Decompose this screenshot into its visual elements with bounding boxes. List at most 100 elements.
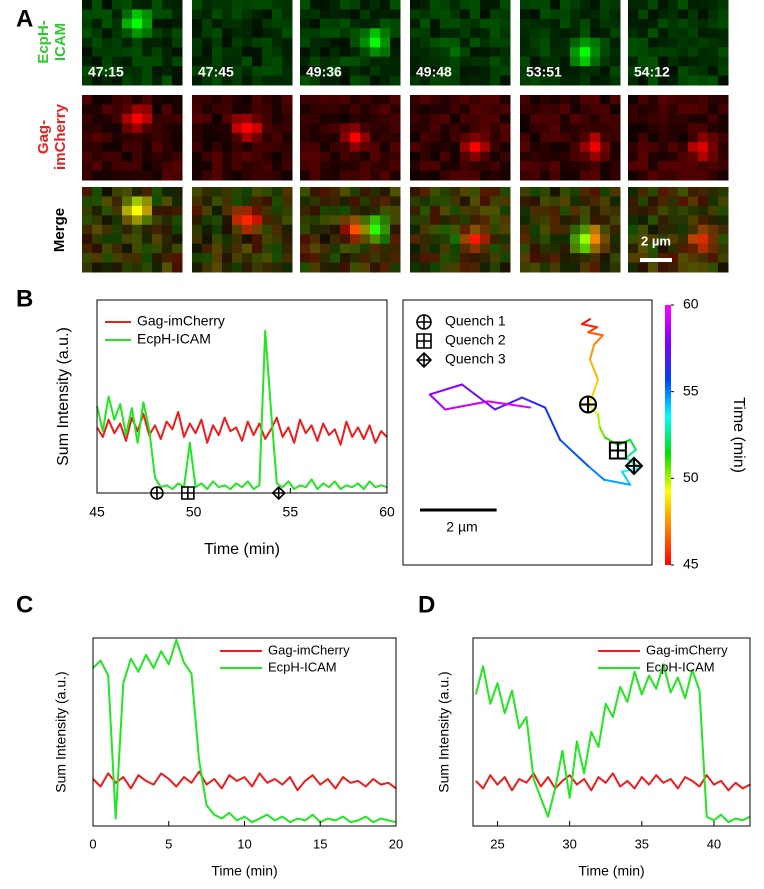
pixel [360,187,371,197]
pixel [92,187,103,197]
pixel [122,243,133,254]
pixel [410,262,421,273]
pixel [232,47,243,58]
pixel [162,113,173,124]
pixel [252,142,263,153]
pixel [112,66,123,77]
pixel [708,142,719,153]
pixel [122,47,133,58]
pixel [162,9,173,20]
pixel [658,187,669,197]
pixel [698,18,709,29]
pixel [550,37,561,48]
pixel [440,215,451,226]
pixel [242,123,253,134]
pixel [628,170,639,181]
pixel [678,123,689,134]
pixel [698,196,709,207]
pixel [628,224,639,235]
pixel [320,151,331,162]
pixel [658,243,669,254]
pixel [310,75,321,86]
pixel [102,243,113,254]
pixel [490,123,501,134]
pixel [272,28,283,39]
pixel [470,75,481,86]
pixel [638,262,649,273]
pixel [112,161,123,172]
pixel [252,224,263,235]
pixel [610,56,621,67]
pixel [82,234,93,245]
pixel [102,234,113,245]
pixel [430,9,441,20]
pixel [390,132,401,143]
pixel [658,95,669,105]
pixel [420,215,431,226]
pixel [628,253,639,264]
colorbar-tick-label: 60 [683,296,699,312]
pixel [300,18,311,29]
pixel [570,187,581,197]
pixel [122,215,133,226]
pixel [102,151,113,162]
pixel [192,113,203,124]
pixel [638,142,649,153]
pixel [222,142,233,153]
pixel [490,243,501,254]
pixel [92,215,103,226]
pixel [172,253,183,264]
track-segment [624,448,637,459]
pixel [420,243,431,254]
pixel [142,47,153,58]
pixel [142,104,153,115]
pixel [450,56,461,67]
pixel [530,18,541,29]
pixel [222,104,233,115]
pixel [688,123,699,134]
pixel [708,196,719,207]
pixel [300,9,311,20]
pixel [688,253,699,264]
pixel [658,0,669,10]
x-tick-label: 0 [89,836,96,851]
pixel [212,132,223,143]
pixel [202,161,213,172]
pixel [370,196,381,207]
pixel [380,37,391,48]
pixel [370,224,381,235]
pixel [610,187,621,197]
pixel [232,243,243,254]
pixel [390,170,401,181]
legend-label: Gag-imCherry [646,642,728,657]
pixel [262,262,273,273]
pixel [360,243,371,254]
pixel [718,37,729,48]
pixel [460,47,471,58]
pixel [450,28,461,39]
pixel [340,243,351,254]
pixel [530,66,541,77]
pixel [330,104,341,115]
pixel [202,215,213,226]
pixel [708,37,719,48]
pixel [560,75,571,86]
pixel [490,56,501,67]
pixel [718,47,729,58]
pixel [102,104,113,115]
track-segment [428,393,447,411]
pixel [610,75,621,86]
pixel [132,142,143,153]
pixel [142,224,153,235]
pixel [688,75,699,86]
pixel [540,123,551,134]
pixel [658,75,669,86]
pixel [718,0,729,10]
pixel [668,215,679,226]
pixel [678,132,689,143]
pixel [530,56,541,67]
pixel [450,161,461,172]
pixel [688,205,699,216]
pixel [520,187,531,197]
pixel [420,0,431,10]
